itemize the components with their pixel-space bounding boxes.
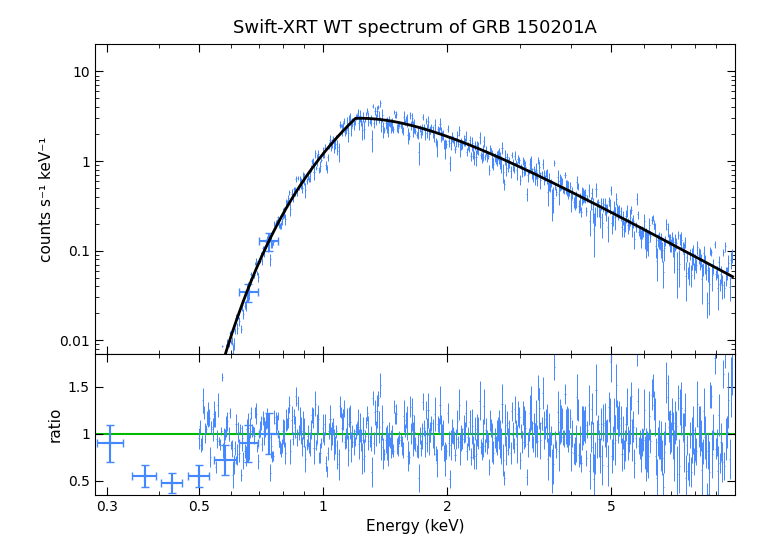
Title: Swift-XRT WT spectrum of GRB 150201A: Swift-XRT WT spectrum of GRB 150201A bbox=[233, 19, 597, 37]
Y-axis label: ratio: ratio bbox=[47, 407, 62, 442]
Y-axis label: counts s⁻¹ keV⁻¹: counts s⁻¹ keV⁻¹ bbox=[39, 137, 54, 262]
X-axis label: Energy (keV): Energy (keV) bbox=[366, 519, 464, 534]
